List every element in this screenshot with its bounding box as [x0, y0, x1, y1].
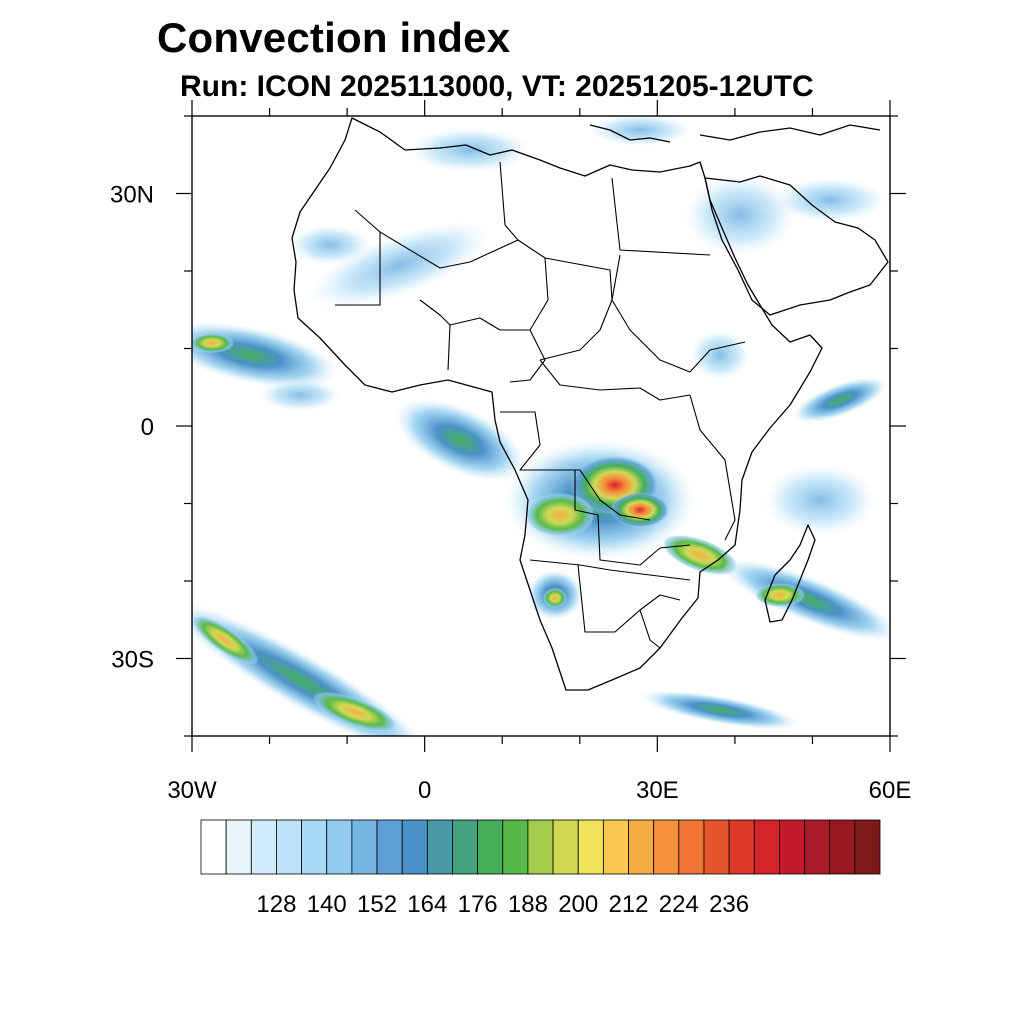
colorbar-swatch	[401, 819, 428, 875]
convection-blob	[395, 398, 525, 482]
colorbar-label: 212	[608, 891, 648, 918]
colorbar-label: 236	[709, 891, 749, 918]
colorbar-swatch	[804, 819, 831, 875]
colorbar-swatch	[602, 819, 629, 875]
colorbar-label: 224	[659, 891, 699, 918]
lon-tick-label: 30W	[167, 777, 217, 804]
colorbar-swatch	[678, 819, 705, 875]
convection-blob	[192, 615, 259, 665]
convection-blob	[641, 690, 799, 730]
convection-blob	[192, 333, 234, 353]
lat-tick-label: 30N	[110, 182, 154, 209]
convection-blob	[792, 377, 888, 423]
colorbar-swatch	[276, 819, 302, 875]
convection-blob	[525, 493, 595, 537]
country-borders	[335, 161, 746, 649]
colorbar-label: 128	[256, 891, 296, 918]
convection-blob	[690, 330, 750, 380]
convection-blob	[310, 221, 490, 309]
colorbar-swatch	[753, 819, 780, 875]
lon-tick-label: 30E	[636, 777, 679, 804]
colorbar-label: 152	[357, 891, 397, 918]
convection-blob	[290, 225, 370, 265]
colorbar-swatch	[703, 819, 730, 875]
colorbar-labels: 128 140 152 164 176 188 200 212 224 236	[256, 891, 749, 918]
convection-blob	[775, 178, 885, 222]
convection-field	[192, 116, 890, 736]
convection-blob	[260, 379, 340, 411]
colorbar-swatch	[577, 819, 604, 875]
map-subtitle: Run: ICON 2025113000, VT: 20251205-12UTC	[180, 70, 814, 103]
colorbar-swatch	[426, 819, 453, 875]
axis-ticks	[176, 100, 906, 752]
colorbar-swatch	[376, 819, 403, 875]
convection-blob	[410, 128, 530, 172]
lat-tick-label: 0	[141, 414, 154, 441]
colorbar-swatch	[225, 819, 252, 875]
colorbar-swatch	[854, 819, 881, 875]
coastlines	[291, 117, 889, 691]
lon-tick-label: 60E	[869, 777, 912, 804]
lat-tick-label: 30S	[111, 647, 154, 674]
colorbar-swatch	[829, 819, 856, 875]
colorbar-swatch	[628, 819, 655, 875]
map-title: Convection index	[157, 14, 511, 61]
colorbar-label: 140	[307, 891, 347, 918]
colorbar-swatch	[552, 819, 579, 875]
convection-blob	[765, 465, 875, 535]
colorbar-swatch	[653, 819, 680, 875]
convection-blob	[192, 601, 431, 736]
colorbar-swatch	[502, 819, 529, 875]
convection-blob	[721, 558, 890, 642]
colorbar-swatch	[250, 819, 277, 875]
colorbar-swatch	[301, 819, 328, 875]
colorbar-swatch	[477, 819, 504, 875]
convection-blob	[685, 175, 795, 255]
colorbar-label: 200	[558, 891, 598, 918]
colorbar-swatch	[200, 819, 227, 875]
colorbar-swatch	[728, 819, 755, 875]
colorbar-swatch	[326, 819, 353, 875]
convection-blob	[312, 691, 398, 733]
convection-blob	[662, 534, 738, 576]
colorbar	[200, 819, 881, 875]
convection-blob	[755, 583, 805, 607]
colorbar-swatch	[779, 819, 805, 875]
axis-labels: 30W 0 30E 60E 30N 0 30S	[110, 182, 911, 805]
convection-blob	[590, 116, 690, 146]
convection-blob	[610, 492, 670, 528]
colorbar-swatch	[351, 819, 378, 875]
colorbar-label: 176	[458, 891, 498, 918]
colorbar-label: 164	[407, 891, 447, 918]
colorbar-swatch	[452, 819, 479, 875]
colorbar-swatch	[527, 819, 554, 875]
lon-tick-label: 0	[418, 777, 431, 804]
colorbar-label: 188	[508, 891, 548, 918]
convection-blob	[543, 588, 567, 608]
